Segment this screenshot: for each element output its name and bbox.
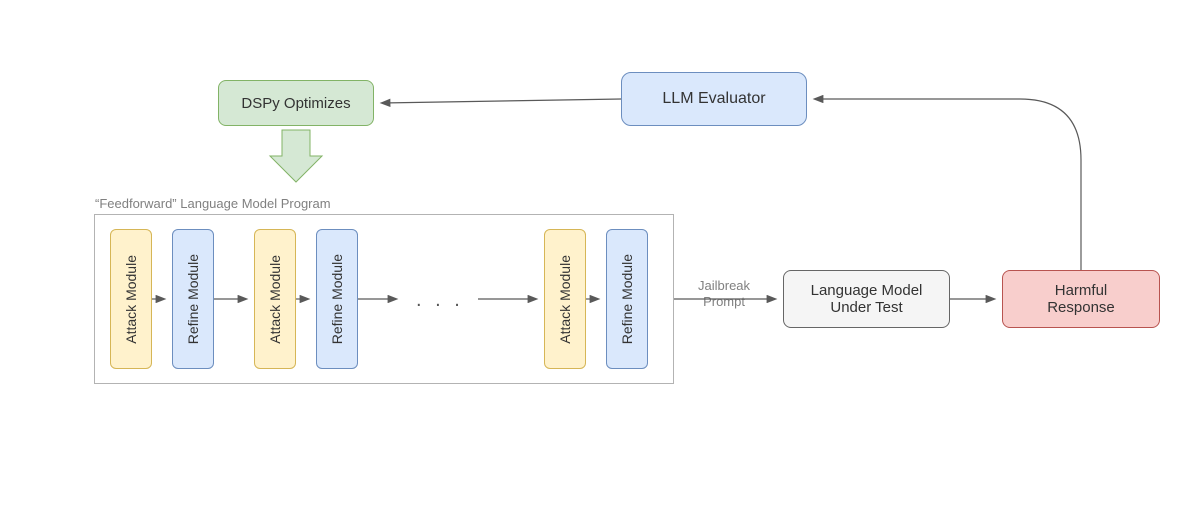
jailbreak-line1: Jailbreak xyxy=(698,278,750,293)
module-label: Attack Module xyxy=(557,255,573,344)
module-label: Refine Module xyxy=(185,254,201,344)
module-label: Attack Module xyxy=(123,255,139,344)
module-label: Refine Module xyxy=(329,254,345,344)
attack-module-1: Attack Module xyxy=(110,229,152,369)
harmful-to-evaluator xyxy=(815,99,1081,270)
jailbreak-line2: Prompt xyxy=(703,294,745,309)
refine-module-1: Refine Module xyxy=(172,229,214,369)
harmful-response-node: Harmful Response xyxy=(1002,270,1160,328)
evaluator-to-dspy xyxy=(382,99,621,103)
ellipsis: . . . xyxy=(416,289,464,312)
module-label: Attack Module xyxy=(267,255,283,344)
dspy-label: DSPy Optimizes xyxy=(241,95,350,112)
attack-module-2: Attack Module xyxy=(254,229,296,369)
dspy-big-arrow xyxy=(270,130,322,182)
language-model-under-test-node: Language Model Under Test xyxy=(783,270,950,328)
harmful-label: Harmful Response xyxy=(1047,282,1115,316)
llm-evaluator-node: LLM Evaluator xyxy=(621,72,807,126)
refine-module-2: Refine Module xyxy=(316,229,358,369)
attack-module-3: Attack Module xyxy=(544,229,586,369)
program-box-label: “Feedforward” Language Model Program xyxy=(95,196,331,211)
refine-module-3: Refine Module xyxy=(606,229,648,369)
lmut-label: Language Model Under Test xyxy=(811,282,923,316)
dspy-optimizes-node: DSPy Optimizes xyxy=(218,80,374,126)
module-label: Refine Module xyxy=(619,254,635,344)
jailbreak-prompt-label: Jailbreak Prompt xyxy=(698,278,750,309)
evaluator-label: LLM Evaluator xyxy=(662,90,765,108)
